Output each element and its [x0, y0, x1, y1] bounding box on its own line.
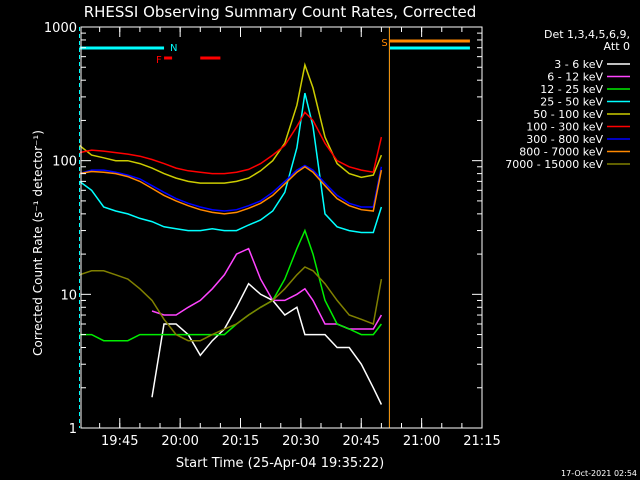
y-tick-label: 1	[69, 422, 77, 437]
legend-label: 12 - 25 keV	[540, 83, 603, 96]
y-tick-label: 10	[60, 288, 77, 303]
legend-label: 50 - 100 keV	[533, 108, 603, 121]
legend-label: 3 - 6 keV	[554, 58, 603, 71]
x-tick-label: 21:00	[403, 434, 440, 449]
x-tick-label: 20:30	[282, 434, 319, 449]
x-tick-label: 20:00	[161, 434, 198, 449]
series-line-3	[79, 92, 383, 234]
legend-header-line1: Det 1,3,4,5,6,9,	[544, 28, 630, 41]
y-tick-label: 1000	[44, 21, 77, 36]
flag-label-S: S	[381, 38, 387, 49]
legend-label: 25 - 50 keV	[540, 96, 603, 109]
series-layer	[79, 62, 383, 405]
flag-label-N: N	[170, 43, 177, 54]
legend-label: 7000 - 15000 keV	[505, 158, 603, 171]
y-tick-label: 100	[52, 155, 77, 170]
series-line-8	[79, 266, 383, 342]
x-tick-label: 21:15	[463, 434, 500, 449]
x-tick-label: 20:45	[343, 434, 380, 449]
legend-header-line2: Att 0	[604, 40, 630, 53]
flag-label-F: F	[156, 55, 162, 66]
x-tick-label: 20:15	[222, 434, 259, 449]
footer-date: 17-Oct-2021 02:54	[561, 469, 637, 478]
flags-layer: NF S	[79, 27, 470, 428]
plot-frame	[80, 26, 483, 429]
x-tick-label: 19:45	[101, 434, 138, 449]
legend-label: 800 - 7000 keV	[519, 146, 603, 159]
series-line-6	[79, 164, 383, 212]
legend-label: 100 - 300 keV	[526, 121, 603, 134]
x-axis-label: Start Time (25-Apr-04 19:35:22)	[176, 456, 384, 471]
legend-label: 6 - 12 keV	[547, 71, 603, 84]
series-line-7	[79, 165, 383, 215]
y-axis-label: Corrected Count Rate (s⁻¹ detector⁻¹)	[31, 130, 45, 356]
chart-title: RHESSI Observing Summary Count Rates, Co…	[84, 3, 477, 21]
axes-layer: 19:45 20:00 20:15 20:30 20:45 21:00 21:15 1 10 10…	[44, 21, 501, 449]
series-line-5	[79, 111, 383, 175]
legend-label: 300 - 800 keV	[526, 133, 603, 146]
